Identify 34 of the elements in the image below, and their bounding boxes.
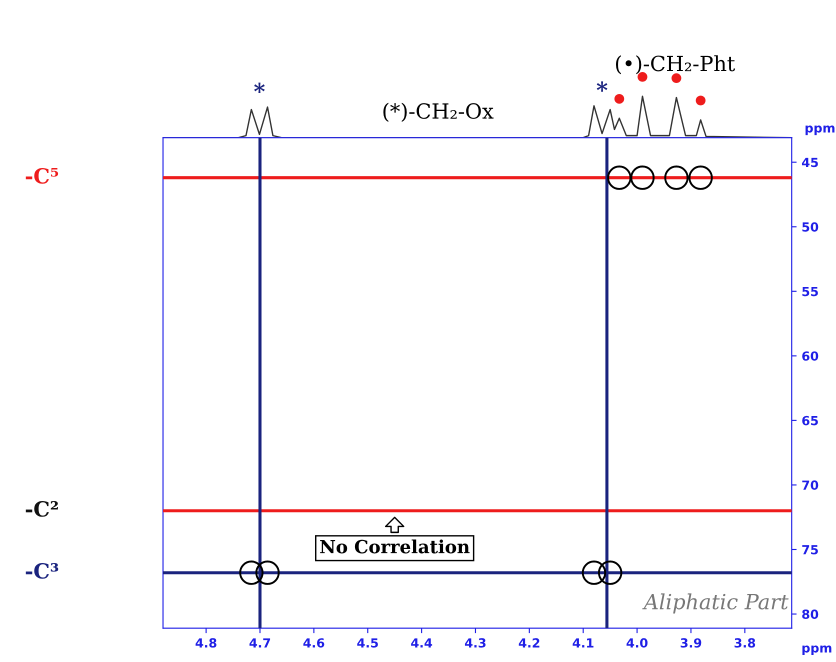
x-tick-label: 4.1 (572, 638, 594, 648)
y-tick-label: 50 (802, 222, 818, 232)
text: -C³ (26, 563, 58, 579)
y-tick-label: 70 (802, 480, 818, 490)
text: -C² (26, 501, 58, 517)
text: (•)-CH₂-Pht (616, 55, 736, 74)
text: * (254, 82, 265, 93)
x-tick-label: 4.0 (626, 638, 648, 648)
annotation: • (614, 94, 624, 104)
x-tick-label: 4.5 (357, 638, 378, 648)
x-tick-label: 4.6 (303, 638, 324, 648)
text: • (672, 73, 682, 84)
x-tick-label: 4.4 (411, 638, 432, 648)
x-axis-title: ppm (802, 645, 832, 656)
x-tick-label: 3.9 (680, 638, 702, 648)
annotation: • (696, 96, 706, 106)
x-tick-label: 3.8 (734, 638, 756, 648)
y-tick-label: 75 (802, 545, 818, 554)
y-tick-label: 45 (802, 158, 818, 168)
y-axis-title: ppm (806, 125, 834, 136)
text: • (638, 72, 648, 82)
x-tick-label: 4.7 (249, 638, 270, 648)
annotation: No Correlation (320, 539, 470, 554)
annotation: (*)-CH₂-Ox (383, 102, 494, 122)
text: -C⁵ (26, 168, 58, 184)
y-tick-label: 65 (802, 416, 818, 426)
y-tick-label: 55 (802, 286, 818, 296)
y-tick-label: 80 (802, 610, 818, 619)
x-tick-label: 4.8 (196, 638, 216, 648)
annotation: Aliphatic Part (642, 593, 789, 614)
text: * (596, 81, 608, 92)
x-tick-label: 4.2 (518, 638, 540, 648)
x-tick-label: 4.3 (464, 638, 486, 648)
y-tick-label: 60 (802, 351, 818, 361)
